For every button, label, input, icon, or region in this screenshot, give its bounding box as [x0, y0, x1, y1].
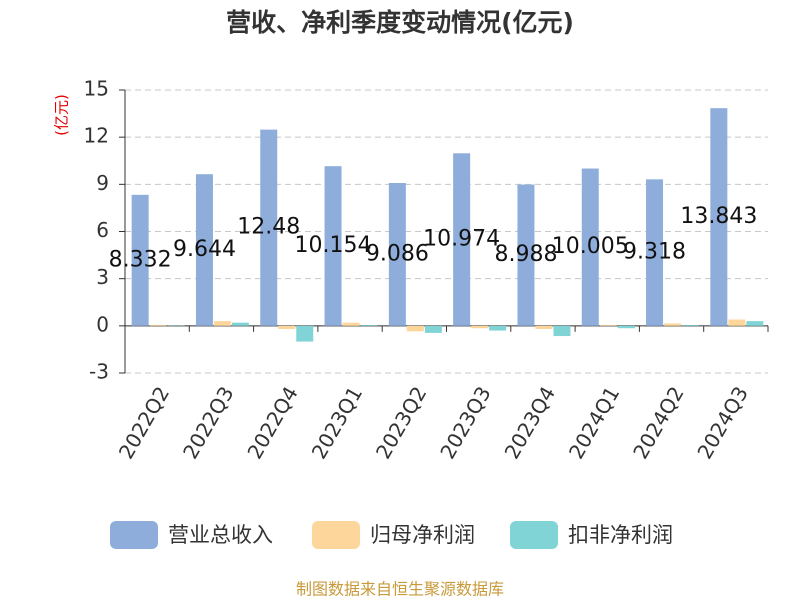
data-label: 9.644 — [173, 237, 236, 262]
y-tick-label: 6 — [96, 218, 109, 242]
bar — [517, 184, 535, 326]
y-tick-label: 9 — [96, 171, 109, 195]
bar — [296, 325, 314, 342]
bar — [149, 325, 167, 326]
bar — [231, 322, 249, 326]
bar — [388, 182, 406, 326]
x-tick-label: 2022Q3 — [178, 382, 238, 463]
bar — [424, 325, 442, 333]
bar — [360, 325, 378, 326]
legend-swatch — [312, 521, 360, 549]
x-tick-label: 2024Q1 — [564, 382, 624, 463]
y-tick-label: 12 — [84, 124, 109, 148]
bar — [489, 325, 507, 331]
x-tick-label: 2023Q1 — [307, 382, 367, 463]
bar — [646, 179, 664, 326]
y-axis-label: (亿元) — [53, 94, 71, 136]
bar — [213, 321, 231, 326]
x-tick-label: 2023Q3 — [435, 382, 495, 463]
legend-label: 归母净利润 — [370, 523, 475, 547]
bar — [710, 108, 728, 326]
legend-label: 扣非净利润 — [568, 523, 673, 547]
bar — [535, 325, 553, 329]
bar — [682, 325, 700, 326]
x-tick-label: 2024Q3 — [692, 382, 752, 463]
x-tick-label: 2023Q2 — [371, 382, 431, 463]
bar — [553, 325, 571, 337]
bar — [617, 325, 635, 329]
legend-swatch — [110, 521, 158, 549]
bar — [324, 166, 342, 326]
y-tick-label: 3 — [96, 265, 109, 289]
bar — [581, 168, 599, 326]
bar — [278, 325, 296, 329]
bar — [131, 194, 149, 326]
source-note: 制图数据来自恒生聚源数据库 — [296, 580, 504, 599]
legend-swatch — [510, 521, 558, 549]
bar — [195, 174, 213, 326]
bar — [453, 153, 471, 326]
x-tick-label: 2022Q2 — [114, 382, 174, 463]
bar — [342, 322, 360, 326]
chart-title: 营收、净利季度变动情况(亿元) — [226, 8, 574, 37]
x-tick-label: 2022Q4 — [242, 382, 302, 463]
y-tick-label: 0 — [96, 312, 109, 336]
bar — [406, 325, 424, 332]
data-label: 9.318 — [623, 240, 686, 265]
data-label: 10.154 — [295, 233, 372, 258]
y-tick-label: -3 — [89, 360, 109, 384]
bar — [599, 325, 617, 326]
legend-label: 营业总收入 — [168, 523, 273, 547]
data-label: 12.48 — [237, 215, 300, 240]
data-label: 9.086 — [366, 241, 429, 266]
bar — [728, 319, 746, 326]
data-label: 10.005 — [552, 234, 629, 259]
y-tick-label: 15 — [84, 77, 109, 101]
bar — [664, 323, 682, 326]
data-label: 8.988 — [494, 242, 557, 267]
data-label: 10.974 — [423, 227, 500, 252]
data-label: 8.332 — [109, 247, 172, 272]
bar — [471, 325, 489, 329]
bar — [260, 129, 278, 326]
bar — [746, 321, 764, 326]
x-tick-label: 2024Q2 — [628, 382, 688, 463]
data-label: 13.843 — [680, 204, 757, 229]
x-tick-label: 2023Q4 — [500, 382, 560, 463]
